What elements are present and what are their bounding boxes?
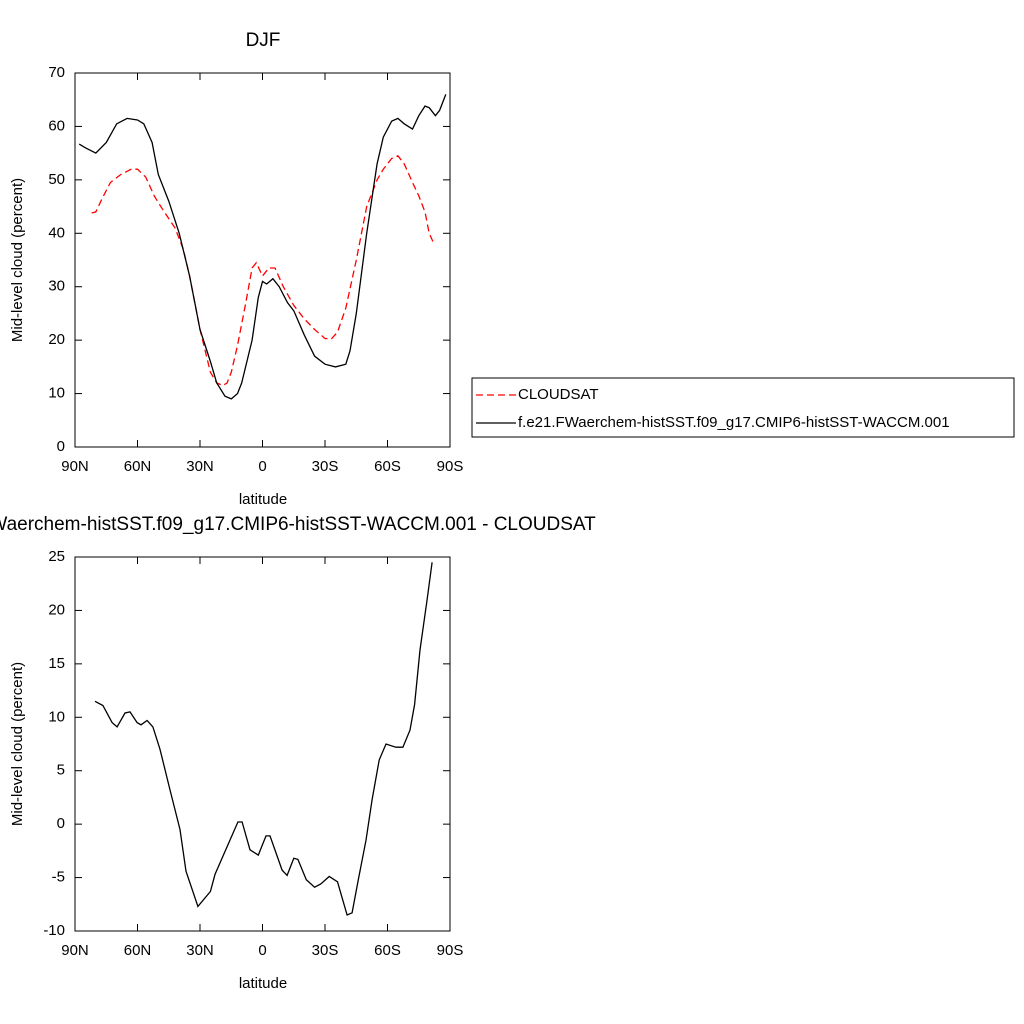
y-tick-label: 40 — [48, 224, 65, 241]
y-tick-label: -10 — [43, 922, 65, 939]
legend-label: CLOUDSAT — [518, 386, 599, 403]
plot-frame — [74, 556, 451, 932]
x-tick-label: 90N — [61, 458, 89, 475]
x-tick-label: 30S — [312, 458, 339, 475]
plot-frame — [74, 72, 451, 448]
x-axis-label: latitude — [239, 975, 287, 992]
x-tick-label: 0 — [258, 942, 266, 959]
data-line — [78, 94, 447, 400]
y-tick-label: 20 — [48, 331, 65, 348]
x-tick-label: 60N — [124, 458, 152, 475]
chart-title: f.e21.FWaerchem-histSST.f09_g17.CMIP6-hi… — [0, 514, 596, 535]
y-tick-label: 50 — [48, 171, 65, 188]
x-axis-label: latitude — [239, 491, 287, 508]
y-tick-label: 70 — [48, 64, 65, 81]
data-line — [94, 562, 433, 916]
x-tick-label: 60S — [374, 942, 401, 959]
y-tick-label: 10 — [48, 385, 65, 402]
y-tick-label: 25 — [48, 548, 65, 565]
data-line — [91, 155, 434, 387]
x-tick-label: 90S — [437, 458, 464, 475]
y-tick-label: 10 — [48, 708, 65, 725]
x-tick-label: 90S — [437, 942, 464, 959]
y-tick-label: 15 — [48, 655, 65, 672]
x-tick-label: 0 — [258, 458, 266, 475]
y-tick-label: 0 — [57, 438, 65, 455]
y-tick-label: 0 — [57, 815, 65, 832]
legend-box — [471, 377, 1015, 438]
x-tick-label: 30N — [186, 942, 214, 959]
y-tick-label: 30 — [48, 278, 65, 295]
x-tick-label: 30S — [312, 942, 339, 959]
legend-label: f.e21.FWaerchem-histSST.f09_g17.CMIP6-hi… — [518, 414, 950, 431]
y-axis-label: Mid-level cloud (percent) — [9, 178, 26, 342]
y-axis-label: Mid-level cloud (percent) — [9, 662, 26, 826]
y-tick-label: 20 — [48, 601, 65, 618]
y-tick-label: 5 — [57, 762, 65, 779]
y-tick-label: 60 — [48, 117, 65, 134]
x-tick-label: 60S — [374, 458, 401, 475]
x-tick-label: 30N — [186, 458, 214, 475]
x-tick-label: 60N — [124, 942, 152, 959]
y-tick-label: -5 — [52, 869, 65, 886]
x-tick-label: 90N — [61, 942, 89, 959]
chart-title: DJF — [246, 30, 281, 51]
